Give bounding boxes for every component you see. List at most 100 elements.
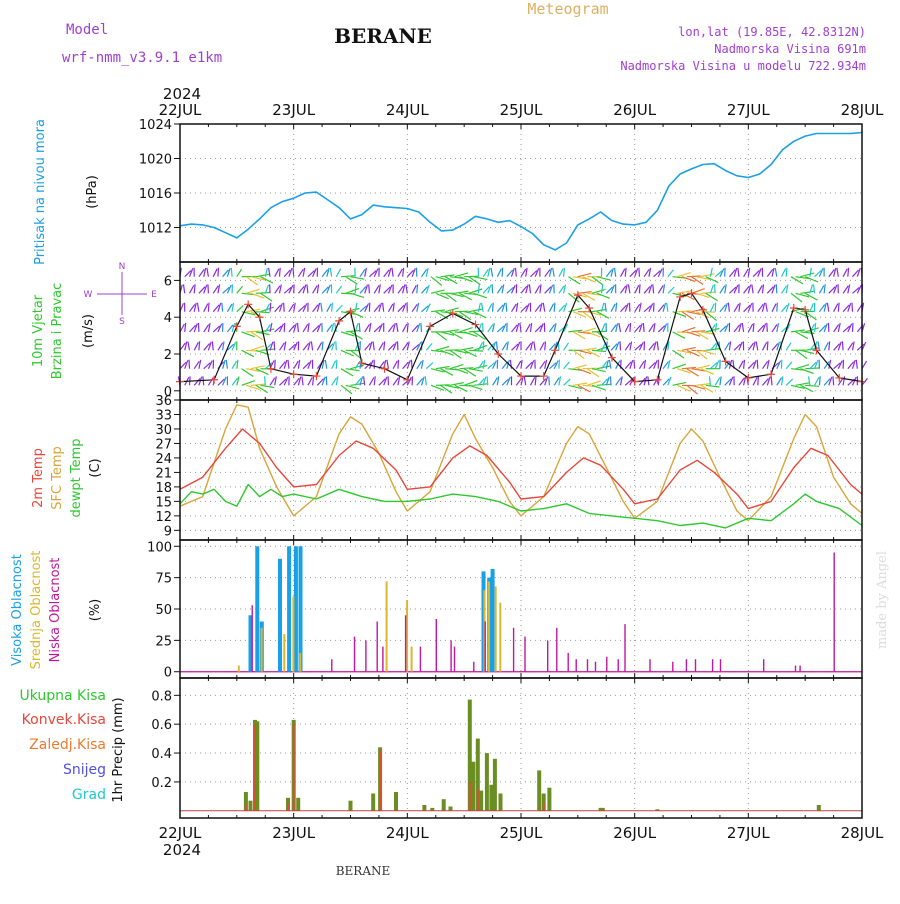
- wind-barb: [497, 341, 498, 350]
- bottom-date-label: 28JUL: [841, 824, 884, 842]
- wind-barb: [293, 268, 294, 277]
- sfc-label: SFC Temp: [50, 446, 65, 510]
- wind-barb: [776, 284, 777, 293]
- wind-barb: [199, 341, 200, 350]
- y-tick-label: 21: [155, 466, 172, 481]
- cloud-bar: [595, 662, 596, 672]
- cloud-bar: [294, 546, 298, 672]
- wind-barb: [833, 376, 834, 385]
- y-tick-label: 0: [164, 666, 172, 681]
- wind-barb: [848, 268, 849, 277]
- wind-barb: [758, 376, 759, 385]
- meteogram-title: Meteogram: [527, 0, 608, 18]
- bottom-date-label: 23JUL: [272, 824, 315, 842]
- cloud-bar: [405, 615, 406, 672]
- bottom-date-label: 25JUL: [500, 824, 543, 842]
- cloud-bar: [365, 640, 366, 671]
- y-tick-label: 75: [155, 572, 172, 587]
- precip-total-bar: [249, 801, 253, 811]
- cloud-bar: [495, 586, 497, 671]
- cloud-ylabel: (%): [88, 599, 103, 622]
- cloud-bar: [606, 657, 607, 672]
- y-tick-label: 0.2: [151, 776, 172, 791]
- y-tick-label: 50: [155, 603, 172, 618]
- cloud-bar: [406, 600, 408, 672]
- bottom-date-label: 22JUL: [159, 824, 202, 842]
- precip-conv-bar: [254, 724, 256, 811]
- wind-barb: [559, 360, 560, 369]
- cloud-bar: [547, 640, 548, 671]
- wind-barb: [208, 303, 209, 312]
- y-tick-label: 36: [155, 394, 172, 409]
- y-tick-label: 25: [155, 634, 172, 649]
- cloud-bar: [576, 659, 577, 672]
- wind-barb: [502, 268, 503, 277]
- precip-total-bar: [547, 788, 551, 811]
- model-name: wrf-nmm_v3.9.1 e1km: [62, 50, 222, 66]
- cloud-bar: [649, 659, 650, 672]
- wind-barb: [218, 268, 219, 277]
- precip-ylabel: 1hr Precip (mm): [111, 697, 126, 802]
- compass-e: E: [151, 290, 157, 300]
- wind-barb: [417, 284, 418, 293]
- precip-conv-bar: [477, 789, 479, 811]
- y-tick-label: 100: [147, 540, 172, 555]
- wind-barb: [270, 303, 271, 312]
- cloud-bar: [568, 653, 569, 672]
- wind-barb: [231, 268, 232, 277]
- precip-total-bar: [449, 807, 453, 811]
- wind-barb: [469, 350, 483, 351]
- cloud-bar: [488, 581, 490, 671]
- wind-barb: [483, 341, 484, 350]
- year-bottom: 2024: [163, 841, 201, 859]
- cloud-bar: [473, 662, 474, 672]
- cloud-bar: [436, 619, 437, 672]
- wind-barb: [805, 368, 819, 369]
- cloud-bar: [795, 666, 796, 672]
- wind-barb: [639, 284, 640, 293]
- y-tick-label: 12: [155, 510, 172, 525]
- precip-conv-bar: [469, 782, 471, 811]
- wind-barb: [715, 303, 716, 312]
- wind-barb: [757, 360, 758, 369]
- wind-barb: [829, 341, 830, 350]
- precip-total-bar: [499, 794, 503, 811]
- precip-legend-freezing: Zaledj.Kisa: [29, 737, 106, 753]
- precip-conv-bar: [245, 804, 247, 811]
- wind-barb: [369, 284, 370, 293]
- precip-conv-bar: [293, 724, 295, 811]
- y-tick-label: 6: [164, 274, 172, 289]
- wind-title-1: 10m Vjetar: [31, 294, 46, 367]
- wind-barb: [852, 303, 853, 312]
- cloud-bar: [331, 659, 332, 672]
- wind-barb: [767, 323, 768, 332]
- wind-barb: [549, 376, 550, 385]
- wind-barb: [421, 323, 422, 332]
- wind-barb: [819, 376, 820, 385]
- top-date-label: 24JUL: [386, 101, 429, 119]
- y-tick-label: 4: [164, 311, 172, 326]
- precip-total-bar: [296, 798, 300, 811]
- cloud-bar: [799, 666, 800, 672]
- y-tick-label: 1020: [139, 153, 172, 168]
- cloud-bar: [624, 624, 625, 672]
- precip-total-bar: [422, 805, 426, 811]
- y-tick-label: 1016: [139, 187, 172, 202]
- cloud-bar: [763, 659, 764, 672]
- y-tick-label: 24: [155, 452, 172, 467]
- wind-barb: [189, 360, 190, 369]
- y-tick-label: 1012: [139, 222, 172, 237]
- precip-total-bar: [394, 792, 398, 811]
- wind-barb: [355, 284, 356, 293]
- y-tick-label: 0.4: [151, 747, 172, 762]
- wind-ylabel: (m/s): [81, 314, 96, 348]
- dewpt-label: dewpt Temp: [69, 438, 84, 517]
- elevation-text: Nadmorska Visina 691m: [714, 42, 866, 56]
- wind-barb: [838, 303, 839, 312]
- precip-total-bar: [371, 794, 375, 811]
- cloud-bar: [382, 647, 383, 672]
- precip-total-bar: [485, 753, 489, 811]
- pressure-ylabel: (hPa): [85, 175, 100, 209]
